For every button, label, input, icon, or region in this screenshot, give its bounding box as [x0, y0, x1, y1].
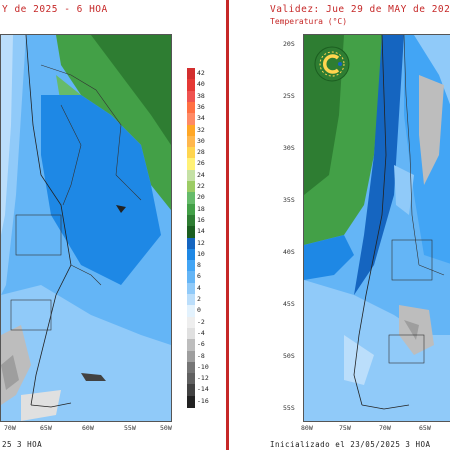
- colorbar-label: 32: [197, 125, 205, 134]
- colorbar-label: 40: [197, 80, 205, 89]
- right-temperature-field: [304, 35, 450, 421]
- colorbar-swatch: [187, 181, 195, 193]
- colorbar-swatch: [187, 147, 195, 160]
- right-lat-label-0: 20S: [283, 40, 295, 48]
- panel-divider: [226, 0, 229, 450]
- right-lon-label-1: 75W: [339, 424, 351, 432]
- colorbar-label: 10: [197, 249, 205, 258]
- colorbar-swatch: [187, 158, 195, 171]
- colorbar-label: 22: [197, 182, 205, 190]
- colorbar-label: 0: [197, 306, 201, 315]
- colorbar-swatch: [187, 192, 195, 205]
- colorbar-swatch: [187, 68, 195, 80]
- colorbar-label: 16: [197, 215, 205, 224]
- colorbar-label: -4: [197, 328, 205, 337]
- colorbar-label: -6: [197, 340, 205, 349]
- colorbar-label: 18: [197, 204, 205, 213]
- left-lon-label-4: 50W: [160, 424, 172, 432]
- colorbar-swatch: [187, 248, 195, 261]
- colorbar-swatch: [187, 226, 195, 239]
- left-lon-label-0: 70W: [4, 424, 16, 432]
- left-panel-footer: 25 3 HOA: [2, 440, 43, 449]
- right-lat-label-7: 55S: [283, 404, 295, 412]
- colorbar-label: 24: [197, 170, 205, 179]
- right-panel-subtitle: Temperatura (°C): [270, 17, 348, 26]
- colorbar-label: 36: [197, 102, 205, 111]
- right-panel-footer: Inicializado el 23/05/2025 3 HOA: [270, 440, 431, 449]
- colorbar-label: 28: [197, 148, 205, 157]
- colorbar-swatch: [187, 350, 195, 363]
- colorbar-swatch: [187, 214, 195, 227]
- left-temperature-field: [1, 35, 171, 421]
- colorbar-swatch: [187, 169, 195, 182]
- colorbar-label: 12: [197, 238, 205, 247]
- colorbar-label: 6: [197, 272, 201, 281]
- colorbar-label: 20: [197, 193, 205, 202]
- right-lat-label-4: 40S: [283, 248, 295, 256]
- colorbar-label: -10: [197, 362, 209, 371]
- colorbar-swatch: [187, 327, 195, 340]
- colorbar-swatch: [187, 101, 195, 114]
- colorbar-swatch: [187, 260, 195, 273]
- colorbar-label: 30: [197, 136, 205, 145]
- colorbar-label: 8: [197, 261, 201, 270]
- right-temperature-map: [303, 34, 450, 422]
- colorbar-swatch: [187, 395, 195, 408]
- colorbar-label: -14: [197, 385, 209, 394]
- left-lon-label-3: 55W: [124, 424, 136, 432]
- colorbar-swatch: [187, 90, 195, 103]
- colorbar-swatch: [187, 79, 195, 92]
- colorbar-swatch: [187, 271, 195, 284]
- right-lat-label-2: 30S: [283, 144, 295, 152]
- right-lon-label-2: 70W: [379, 424, 391, 432]
- right-lat-label-1: 25S: [283, 92, 295, 100]
- colorbar-swatch: [187, 384, 195, 397]
- colorbar-label: 4: [197, 283, 201, 292]
- colorbar-swatch: [187, 361, 195, 374]
- colorbar-swatch: [187, 113, 195, 126]
- colorbar-label: -2: [197, 317, 205, 326]
- colorbar-swatch: [187, 237, 195, 250]
- right-lat-label-3: 35S: [283, 196, 295, 204]
- left-panel-title: Y de 2025 - 6 HOA: [2, 4, 108, 15]
- left-lon-label-1: 65W: [40, 424, 52, 432]
- colorbar-swatch: [187, 203, 195, 216]
- right-lat-label-6: 50S: [283, 352, 295, 360]
- right-lon-label-0: 80W: [301, 424, 313, 432]
- colorbar-label: 2: [197, 295, 201, 303]
- colorbar-swatch: [187, 373, 195, 386]
- colorbar-swatch: [187, 316, 195, 329]
- left-map-panel: Y de 2025 - 6 HOA: [0, 4, 209, 449]
- colorbar-label: -8: [197, 351, 205, 360]
- left-lon-label-2: 60W: [82, 424, 94, 432]
- colorbar-label: 42: [197, 69, 205, 77]
- right-lon-label-3: 65W: [419, 424, 431, 432]
- colorbar-label: 34: [197, 114, 205, 123]
- colorbar-swatch: [187, 339, 195, 352]
- colorbar-label: 26: [197, 159, 205, 168]
- logo: C: [313, 45, 351, 83]
- right-map-panel: Validez: Jue 29 de MAY de 2025 - 0 Tempe…: [229, 0, 450, 450]
- colorbar-label: -16: [197, 396, 209, 405]
- left-temperature-map: [0, 34, 172, 422]
- colorbar-swatch: [187, 124, 195, 137]
- colorbar-swatch: [187, 294, 195, 306]
- colorbar-label: 38: [197, 91, 205, 100]
- colorbar-label: -12: [197, 374, 209, 383]
- colorbar-swatch: [187, 135, 195, 148]
- right-panel-title: Validez: Jue 29 de MAY de 2025 - 0: [270, 4, 450, 15]
- right-lat-label-5: 45S: [283, 300, 295, 308]
- colorbar-swatch: [187, 305, 195, 318]
- colorbar-swatch: [187, 282, 195, 295]
- colorbar-label: 14: [197, 227, 205, 236]
